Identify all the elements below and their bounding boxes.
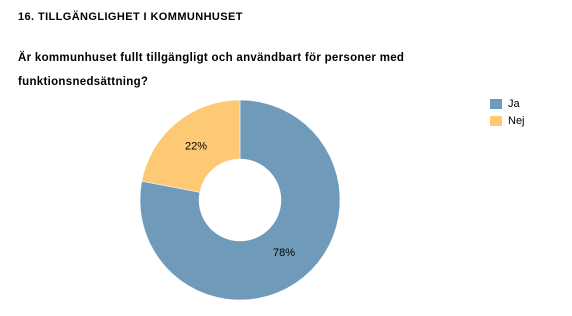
donut-slice — [139, 99, 341, 301]
legend-swatch — [490, 99, 502, 109]
legend-label: Ja — [508, 98, 521, 110]
data-label: 78% — [273, 247, 295, 259]
chart-title: 16. TILLGÄNGLIGHET I KOMMUNHUSET — [18, 11, 243, 23]
legend-swatch — [490, 116, 502, 126]
chart-subtitle: Är kommunhuset fullt tillgängligt och an… — [18, 52, 405, 88]
legend-label: Nej — [508, 115, 525, 127]
data-label: 22% — [185, 141, 207, 153]
donut-slice — [141, 99, 241, 193]
